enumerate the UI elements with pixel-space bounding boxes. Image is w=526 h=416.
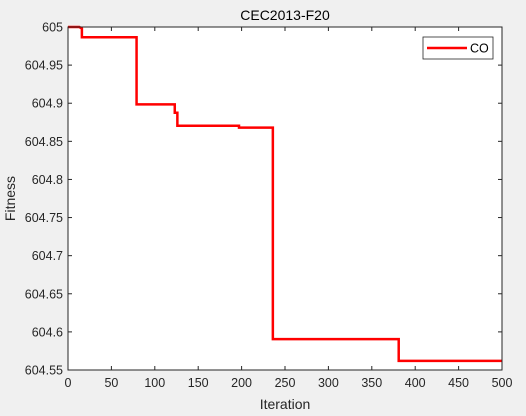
x-tick-label: 450 [448,376,469,390]
x-axis-title: Iteration [260,396,311,412]
x-tick-label: 250 [275,376,296,390]
y-tick-label: 604.7 [32,249,63,263]
x-tick-label: 50 [104,376,118,390]
y-tick-label: 604.65 [25,287,63,301]
y-tick-label: 604.95 [25,59,63,73]
x-tick-label: 400 [405,376,426,390]
y-tick-label: 604.9 [32,97,63,111]
x-tick-label: 100 [144,376,165,390]
y-tick-label: 604.85 [25,135,63,149]
y-tick-label: 604.6 [32,325,63,339]
legend: CO [422,36,494,60]
x-tick-label: 300 [318,376,339,390]
y-tick-label: 604.8 [32,173,63,187]
y-tick-label: 605 [42,21,63,35]
x-tick-label: 500 [492,376,513,390]
legend-label-co: CO [470,42,489,56]
y-axis-title: Fitness [2,176,18,221]
x-tick-label: 150 [188,376,209,390]
plot-area [68,27,502,370]
chart-title: CEC2013-F20 [240,7,330,23]
tick-layer: 0 50 100 150 200 250 300 350 400 450 500 604.55 604.… [25,21,513,391]
x-tick-label: 0 [65,376,72,390]
y-tick-label: 604.75 [25,211,63,225]
series-line-co [68,25,502,363]
y-tick-label: 604.55 [25,364,63,378]
series-layer [68,25,502,363]
x-tick-label: 200 [231,376,252,390]
x-tick-label: 350 [361,376,382,390]
